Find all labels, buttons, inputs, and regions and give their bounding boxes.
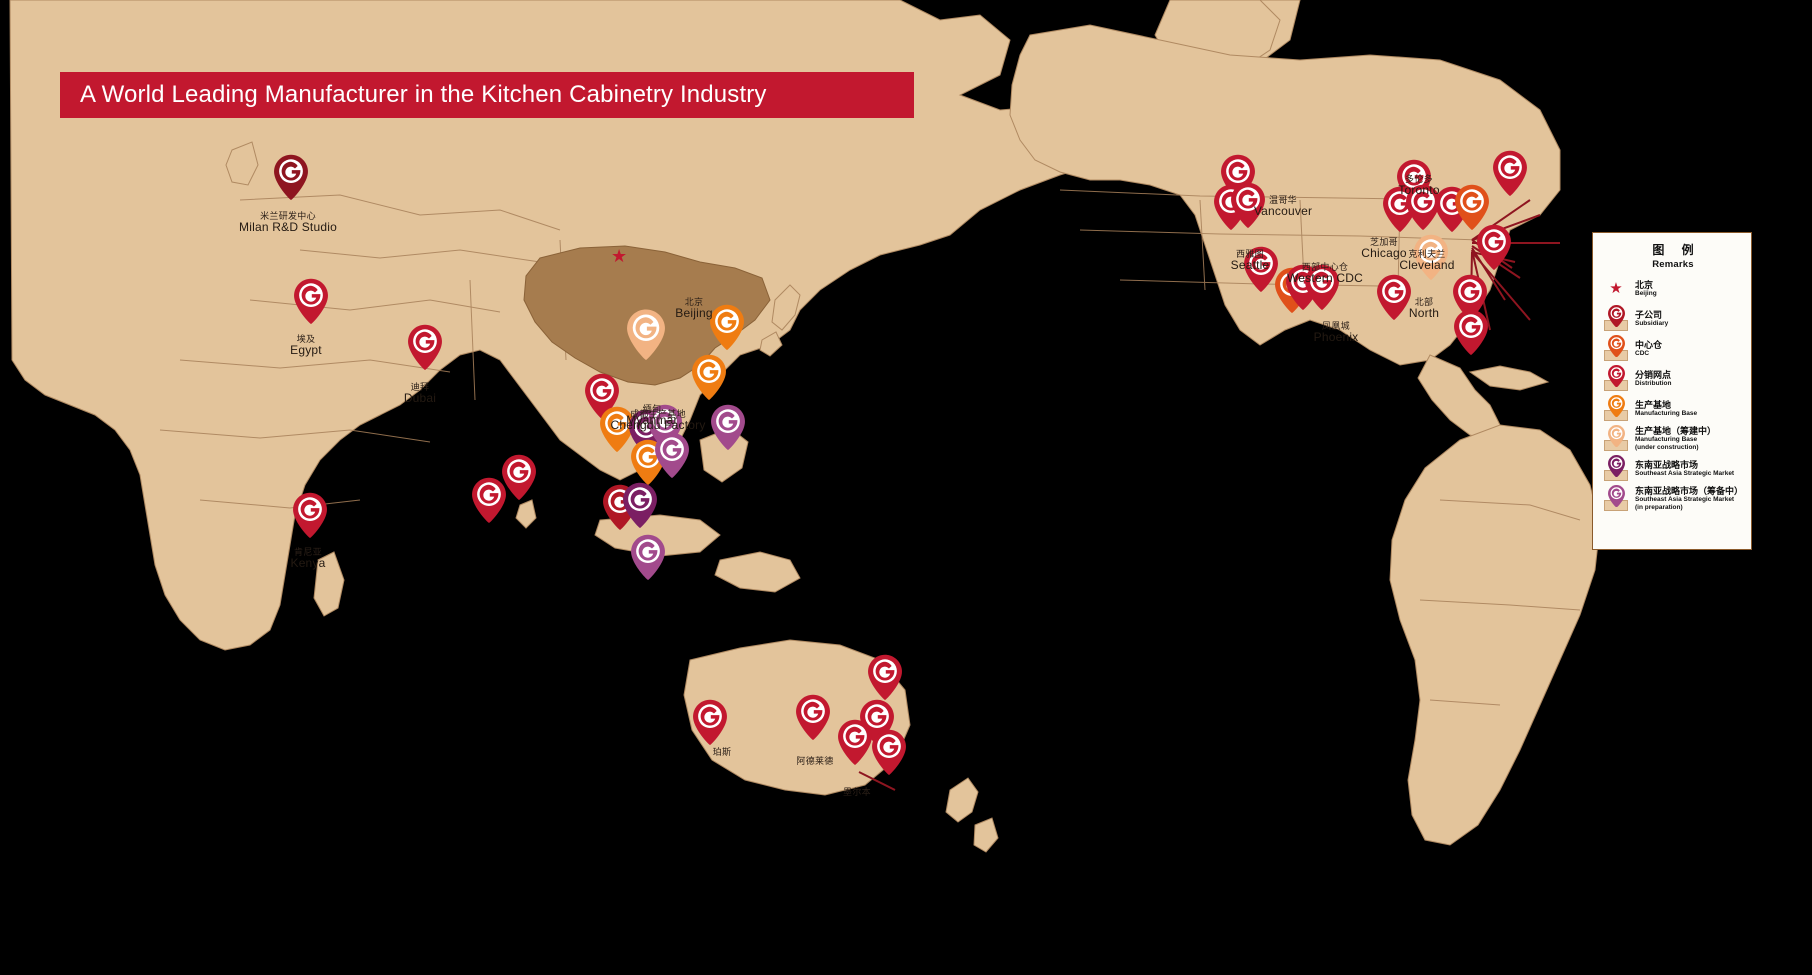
pin-wcdc-3[interactable] xyxy=(1305,264,1339,310)
pin-aus-canberra[interactable] xyxy=(838,719,872,765)
map-pin-icon xyxy=(1601,364,1631,392)
pin-seattle-2[interactable] xyxy=(1231,182,1265,228)
legend-item-cn: 生产基地（筹建中） xyxy=(1635,425,1717,436)
legend-item-en: CDC xyxy=(1635,349,1650,357)
legend-item-text: 中心仓 CDC xyxy=(1631,340,1662,358)
pin-indonesia[interactable] xyxy=(631,534,665,580)
pin-egypt[interactable] xyxy=(294,278,328,324)
map-pin-icon xyxy=(1601,304,1631,332)
title-banner: A World Leading Manufacturer in the Kitc… xyxy=(60,72,914,118)
pin-cleveland-2[interactable] xyxy=(1455,184,1489,230)
pin-sea-1[interactable] xyxy=(600,406,634,452)
map-pin-icon xyxy=(1601,394,1631,422)
legend-item-southeast-asia-strategic-market[interactable]: 东南亚战略市场 Southeast Asia Strategic Market xyxy=(1601,454,1745,482)
country-borders xyxy=(159,189,1581,706)
legend-item-cn: 中心仓 xyxy=(1635,339,1663,350)
legend-item-text: 东南亚战略市场（筹备中） Southeast Asia Strategic Mar… xyxy=(1631,486,1743,511)
star-icon: ★ xyxy=(1609,280,1623,297)
legend-item-distribution[interactable]: 分销网点 Distribution xyxy=(1601,364,1745,392)
pin-aus-adelaide[interactable] xyxy=(796,694,830,740)
legend-item-manufacturing-base[interactable]: 生产基地 Manufacturing Base xyxy=(1601,394,1745,422)
pin-caribbean[interactable] xyxy=(1454,309,1488,355)
pin-aus-melbourne[interactable] xyxy=(872,729,906,775)
map-pin-icon xyxy=(1601,454,1631,482)
legend-item-en2: (under construction) xyxy=(1635,443,1699,451)
pin-aus-brisbane[interactable] xyxy=(868,654,902,700)
pin-india[interactable] xyxy=(502,454,536,500)
pin-texas[interactable] xyxy=(1377,274,1411,320)
legend-item-manufacturing-base[interactable]: 生产基地（筹建中） Manufacturing Base (under constr… xyxy=(1601,424,1745,452)
legend-item-en: Subsidiary xyxy=(1635,319,1669,327)
map-pin-icon xyxy=(1601,484,1631,512)
legend-panel: 图 例 Remarks ★ 北京 Beijing 子公司 Subsidiary 中心仓 CD… xyxy=(1592,232,1752,550)
pin-chicago-3[interactable] xyxy=(1406,184,1440,230)
legend-item-en: Southeast Asia Strategic Market xyxy=(1635,469,1735,477)
legend-item-text: 北京 Beijing xyxy=(1631,280,1657,298)
pin-aus-perth[interactable] xyxy=(693,699,727,745)
pin-sea-5[interactable] xyxy=(655,432,689,478)
map-pin-icon xyxy=(1601,334,1631,362)
legend-item-cn: 东南亚战略市场（筹备中） xyxy=(1635,485,1744,496)
pin-southeast[interactable] xyxy=(1453,274,1487,320)
legend-title-cn: 图 例 xyxy=(1652,243,1701,257)
pin-east-china-1[interactable] xyxy=(710,304,744,350)
legend-item-cn: 分销网点 xyxy=(1635,369,1672,380)
pin-east-1[interactable] xyxy=(1477,224,1511,270)
beijing-star-icon: ★ xyxy=(611,246,628,266)
pin-milan[interactable] xyxy=(274,154,308,200)
legend-item-en: Southeast Asia Strategic Market xyxy=(1635,496,1735,504)
legend-item-cn: 东南亚战略市场 xyxy=(1635,459,1699,470)
legend-item-beijing[interactable]: ★ 北京 Beijing xyxy=(1601,275,1745,302)
pin-kenya[interactable] xyxy=(293,492,327,538)
legend-item-text: 分销网点 Distribution xyxy=(1631,370,1671,388)
legend-item-en: Manufacturing Base xyxy=(1635,436,1698,444)
page-title: A World Leading Manufacturer in the Kitc… xyxy=(80,81,767,108)
legend-item-southeast-asia-strategic-market[interactable]: 东南亚战略市场（筹备中） Southeast Asia Strategic Mar… xyxy=(1601,484,1745,512)
legend-item-en: Distribution xyxy=(1635,379,1672,387)
pin-california[interactable] xyxy=(1244,246,1278,292)
legend-item-text: 生产基地 Manufacturing Base xyxy=(1631,400,1697,418)
legend-title: 图 例 Remarks xyxy=(1601,241,1745,270)
legend-item-en: Manufacturing Base xyxy=(1635,409,1698,417)
map-pin-icon xyxy=(1601,424,1631,452)
pin-philippines[interactable] xyxy=(711,404,745,450)
legend-item-en: Beijing xyxy=(1635,289,1657,297)
pin-north[interactable] xyxy=(1414,234,1448,280)
legend-item-text: 子公司 Subsidiary xyxy=(1631,310,1668,328)
pin-newyork[interactable] xyxy=(1493,150,1527,196)
legend-title-en: Remarks xyxy=(1652,259,1694,270)
legend-rows: ★ 北京 Beijing 子公司 Subsidiary 中心仓 CDC 分销网点 Distrib… xyxy=(1601,275,1745,512)
pin-east-china-2[interactable] xyxy=(692,354,726,400)
legend-item-cn: 生产基地 xyxy=(1635,399,1672,410)
pin-dubai[interactable] xyxy=(408,324,442,370)
pin-malaysia-2[interactable] xyxy=(623,482,657,528)
legend-item-cdc[interactable]: 中心仓 CDC xyxy=(1601,334,1745,362)
pin-india-2[interactable] xyxy=(472,477,506,523)
legend-item-text: 东南亚战略市场 Southeast Asia Strategic Market xyxy=(1631,460,1734,478)
legend-item-en2: (in preparation) xyxy=(1635,503,1683,511)
pin-myanmar[interactable] xyxy=(585,373,619,419)
pin-sea-3[interactable] xyxy=(648,404,682,450)
legend-item-text: 生产基地（筹建中） Manufacturing Base (under constr… xyxy=(1631,426,1716,451)
legend-item-cn: 子公司 xyxy=(1635,309,1663,320)
legend-item-cn: 北京 xyxy=(1635,279,1654,290)
pin-chengdu[interactable] xyxy=(627,309,665,360)
legend-item-subsidiary[interactable]: 子公司 Subsidiary xyxy=(1601,304,1745,332)
